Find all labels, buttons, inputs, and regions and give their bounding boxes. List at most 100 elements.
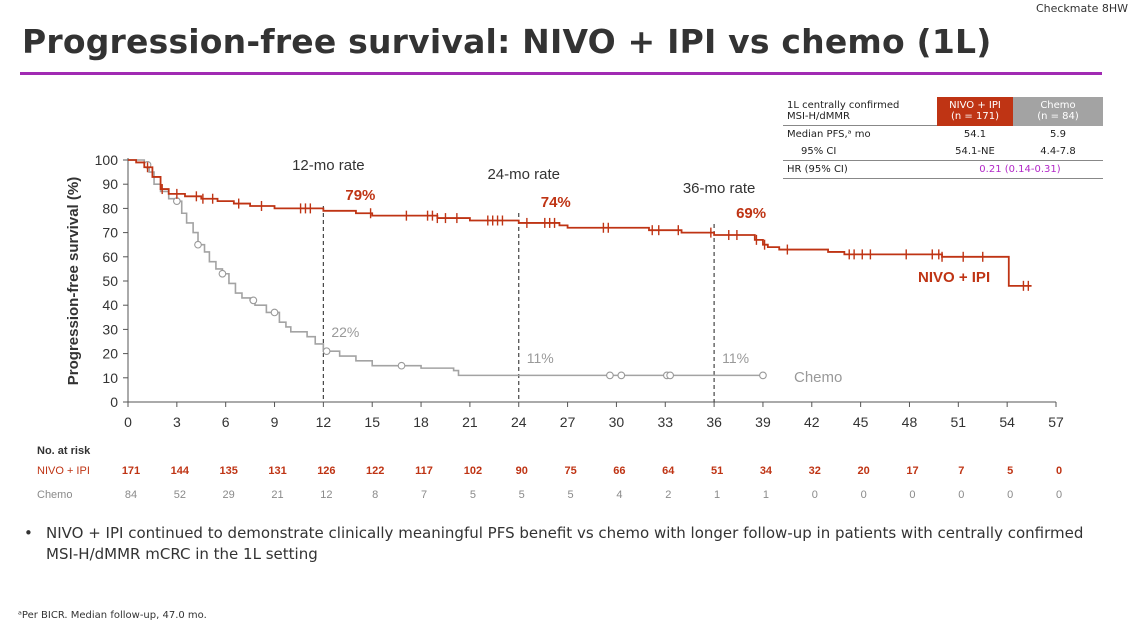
- risk-value: 20: [858, 465, 870, 477]
- chemo-censor-mark: [666, 371, 674, 380]
- risk-value: 0: [1056, 465, 1062, 477]
- y-tick-label: 60: [102, 249, 118, 265]
- risk-value: 2: [665, 489, 671, 501]
- x-tick-label: 18: [413, 414, 429, 430]
- risk-value: 7: [421, 489, 427, 501]
- chemo-censor-mark: [617, 371, 626, 380]
- risk-value: 171: [122, 465, 140, 477]
- risk-value: 122: [366, 465, 384, 477]
- y-axis-title: Progression-free survival (%): [65, 177, 82, 385]
- risk-value: 90: [516, 465, 528, 477]
- row-label: Median PFS,ᵃ mo: [787, 129, 871, 140]
- chemo-censor-mark: [759, 371, 767, 380]
- hr-value: 0.21 (0.14-0.31): [937, 160, 1103, 179]
- page-title: Progression-free survival: NIVO + IPI vs…: [22, 22, 992, 61]
- chemo-censor-mark: [606, 371, 614, 380]
- x-tick-label: 27: [560, 414, 576, 430]
- landmark-chemo-rate: 22%: [331, 324, 359, 340]
- footnote: ᵃPer BICR. Median follow-up, 47.0 mo.: [18, 610, 207, 621]
- nivo-header-line2: (n = 171): [951, 111, 999, 123]
- risk-value: 66: [613, 465, 625, 477]
- x-tick-label: 54: [999, 414, 1015, 430]
- risk-value: 1: [763, 489, 769, 501]
- y-tick-label: 80: [102, 200, 118, 216]
- x-tick-label: 6: [222, 414, 230, 430]
- risk-value: 7: [958, 465, 964, 477]
- chemo-column-header: Chemo (n = 84): [1013, 97, 1103, 126]
- nivo-ci: 54.1-NE: [937, 143, 1013, 161]
- risk-value: 29: [223, 489, 235, 501]
- risk-value: 0: [958, 489, 964, 501]
- risk-value: 102: [464, 465, 482, 477]
- header-label-line1: 1L centrally confirmed: [787, 100, 900, 111]
- chemo-header-line1: Chemo: [1040, 100, 1076, 112]
- y-tick-label: 70: [102, 225, 118, 241]
- nivo-column-header: NIVO + IPI (n = 171): [937, 97, 1013, 126]
- risk-value: 5: [519, 489, 525, 501]
- risk-value: 0: [861, 489, 867, 501]
- x-tick-label: 42: [804, 414, 820, 430]
- x-tick-label: 12: [316, 414, 332, 430]
- chemo-series-label: Chemo: [794, 369, 842, 386]
- risk-value: 117: [415, 465, 433, 477]
- landmark-chemo-rate: 11%: [722, 350, 749, 366]
- y-tick-label: 30: [102, 321, 118, 337]
- x-tick-label: 3: [173, 414, 181, 430]
- risk-value: 17: [906, 465, 918, 477]
- x-tick-label: 21: [462, 414, 478, 430]
- table-row-ci: 95% CI 54.1-NE 4.4-7.8: [783, 143, 1103, 161]
- risk-value: 75: [564, 465, 576, 477]
- risk-value: 5: [1007, 465, 1013, 477]
- chemo-censor-mark: [322, 347, 331, 356]
- risk-value: 0: [1007, 489, 1013, 501]
- title-underline: [20, 72, 1102, 75]
- risk-value: 64: [662, 465, 675, 477]
- risk-value: 32: [809, 465, 821, 477]
- risk-value: 8: [372, 489, 378, 501]
- x-tick-label: 57: [1048, 414, 1064, 430]
- risk-value: 135: [220, 465, 238, 477]
- y-tick-label: 40: [102, 297, 118, 313]
- landmark-heading: 24-mo rate: [487, 166, 560, 183]
- risk-value: 5: [568, 489, 574, 501]
- row-label: 95% CI: [783, 143, 937, 161]
- table-row-median-pfs: Median PFS,ᵃ mo 54.1 5.9: [783, 126, 1103, 144]
- y-tick-label: 0: [110, 394, 118, 410]
- x-tick-label: 9: [271, 414, 279, 430]
- nivo-curve: [128, 159, 1032, 287]
- pfs-summary-table: 1L centrally confirmed MSI-H/dMMR NIVO +…: [783, 97, 1103, 179]
- risk-value: 0: [909, 489, 915, 501]
- chemo-ci: 4.4-7.8: [1013, 143, 1103, 161]
- landmark-heading: 36-mo rate: [683, 180, 756, 197]
- chemo-curve: [128, 159, 763, 377]
- risk-value: 34: [760, 465, 773, 477]
- table-row-hr: HR (95% CI) 0.21 (0.14-0.31): [783, 160, 1103, 179]
- landmark-nivo-rate: 79%: [345, 187, 375, 204]
- y-tick-label: 50: [102, 273, 118, 289]
- chemo-censor-mark: [270, 308, 279, 317]
- risk-value: 21: [271, 489, 283, 501]
- y-tick-label: 20: [102, 346, 118, 362]
- risk-value: 84: [125, 489, 137, 501]
- landmark-nivo-rate: 74%: [541, 194, 571, 211]
- risk-value: 4: [616, 489, 622, 501]
- risk-row-label: NIVO + IPI: [37, 465, 90, 477]
- bullet-point: • NIVO + IPI continued to demonstrate cl…: [24, 523, 1114, 565]
- chemo-censor-mark: [397, 361, 406, 370]
- header-label-line2: MSI-H/dMMR: [787, 111, 850, 122]
- landmark-nivo-rate: 69%: [736, 205, 766, 222]
- nivo-header-line1: NIVO + IPI: [949, 100, 1001, 112]
- x-tick-label: 0: [124, 414, 132, 430]
- x-tick-label: 48: [902, 414, 918, 430]
- x-tick-label: 33: [657, 414, 673, 430]
- study-name: Checkmate 8HW: [1035, 2, 1128, 15]
- x-tick-label: 24: [511, 414, 527, 430]
- risk-value: 1: [714, 489, 720, 501]
- x-tick-label: 45: [853, 414, 869, 430]
- risk-value: 0: [812, 489, 818, 501]
- y-tick-label: 100: [95, 152, 119, 168]
- hr-label: HR (95% CI): [783, 160, 937, 179]
- km-chart: Progression-free survival (%) 0102030405…: [37, 152, 1064, 501]
- risk-value: 131: [268, 465, 286, 477]
- chemo-censor-mark: [194, 240, 202, 249]
